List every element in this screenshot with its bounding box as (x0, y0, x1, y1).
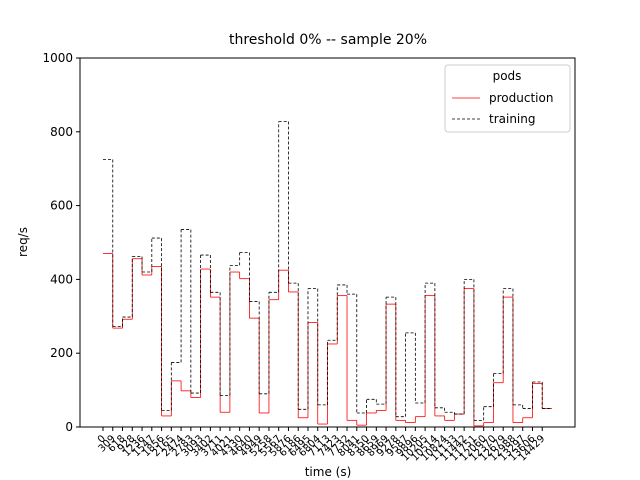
y-axis-label: req/s (16, 227, 30, 257)
legend-box (444, 64, 571, 133)
y-tick-label: 800 (50, 125, 73, 139)
y-tick-label: 400 (50, 272, 73, 286)
legend-title: pods (493, 69, 522, 83)
x-axis-label: time (s) (305, 465, 352, 479)
y-tick-label: 1000 (42, 51, 73, 65)
y-tick-label: 0 (65, 420, 73, 434)
legend-label: production (489, 91, 553, 105)
y-tick-label: 600 (50, 199, 73, 213)
legend-label: training (489, 112, 536, 126)
y-tick-label: 200 (50, 346, 73, 360)
chart-title: threshold 0% -- sample 20% (229, 32, 427, 48)
series-line (103, 253, 552, 427)
series-line (103, 121, 552, 421)
